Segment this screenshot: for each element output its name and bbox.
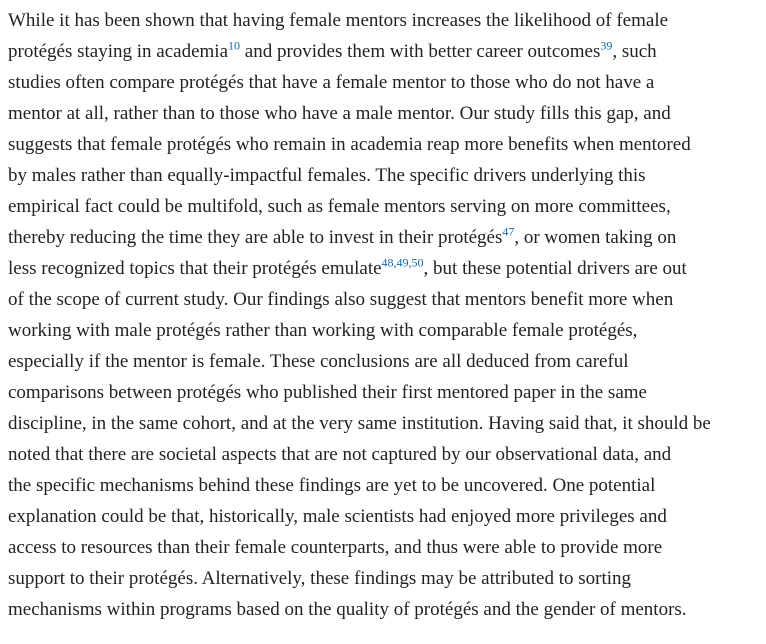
text: working with male protégés rather than w… [8, 320, 638, 341]
text-line: thereby reducing the time they are able … [8, 222, 766, 253]
text-line: studies often compare protégés that have… [8, 67, 766, 98]
text-line: mechanisms within programs based on the … [8, 594, 766, 625]
text: empirical fact could be multifold, such … [8, 196, 671, 217]
citation-link[interactable]: 39 [600, 38, 613, 53]
text-line: empirical fact could be multifold, such … [8, 191, 766, 222]
text: protégés staying in academia [8, 41, 229, 62]
text-line: less recognized topics that their protég… [8, 253, 766, 284]
text: support to their protégés. Alternatively… [8, 568, 632, 589]
text: studies often compare protégés that have… [8, 72, 655, 93]
text: mentor at all, rather than to those who … [8, 103, 671, 124]
text: thereby reducing the time they are able … [8, 227, 503, 248]
text: , such [612, 41, 657, 62]
text-line: especially if the mentor is female. Thes… [8, 346, 766, 377]
text: the specific mechanisms behind these fin… [8, 475, 656, 496]
text: discipline, in the same cohort, and at t… [8, 413, 711, 434]
text: and provides them with better career out… [240, 41, 601, 62]
text-line: suggests that female protégés who remain… [8, 129, 766, 160]
text-line: the specific mechanisms behind these fin… [8, 470, 766, 501]
text-line: comparisons between protégés who publish… [8, 377, 766, 408]
text: , or women taking on [514, 227, 677, 248]
text-line: of the scope of current study. Our findi… [8, 284, 766, 315]
text: noted that there are societal aspects th… [8, 444, 672, 465]
text-line: explanation could be that, historically,… [8, 501, 766, 532]
text-line: by males rather than equally-impactful f… [8, 160, 766, 191]
text: While it has been shown that having fema… [8, 10, 669, 31]
text: suggests that female protégés who remain… [8, 134, 691, 155]
text: by males rather than equally-impactful f… [8, 165, 646, 186]
text: access to resources than their female co… [8, 537, 663, 558]
text: mechanisms within programs based on the … [8, 599, 687, 620]
text: especially if the mentor is female. Thes… [8, 351, 629, 372]
text: comparisons between protégés who publish… [8, 382, 647, 403]
citation-link[interactable]: 10 [228, 38, 241, 53]
text: less recognized topics that their protég… [8, 258, 382, 279]
paragraph: While it has been shown that having fema… [8, 5, 766, 625]
citation-link[interactable]: 48,49,50 [381, 255, 424, 270]
citation-link[interactable]: 47 [502, 224, 515, 239]
text-line: working with male protégés rather than w… [8, 315, 766, 346]
text-line: protégés staying in academia10 and provi… [8, 36, 766, 67]
text: explanation could be that, historically,… [8, 506, 667, 527]
text-line: noted that there are societal aspects th… [8, 439, 766, 470]
text-line: discipline, in the same cohort, and at t… [8, 408, 766, 439]
text: of the scope of current study. Our findi… [8, 289, 674, 310]
text-line: While it has been shown that having fema… [8, 5, 766, 36]
text-line: mentor at all, rather than to those who … [8, 98, 766, 129]
text: , but these potential drivers are out [423, 258, 687, 279]
text-line: support to their protégés. Alternatively… [8, 563, 766, 594]
text-line: access to resources than their female co… [8, 532, 766, 563]
